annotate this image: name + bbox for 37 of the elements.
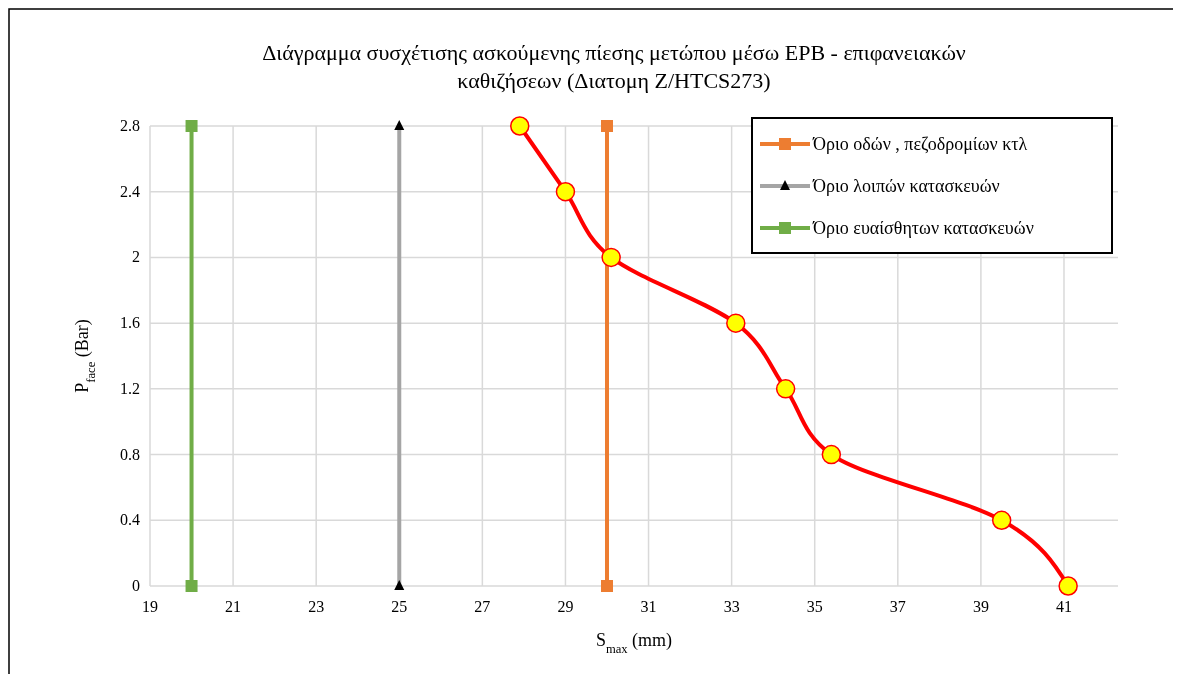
chart-title: Διάγραμμα συσχέτισης ασκούμενης πίεσης μετώπου μέσω EPB - επιφανειακών καθιζήσεων (Διατομη Z/HTCS273) <box>262 40 966 93</box>
point <box>1058 576 1078 596</box>
point <box>601 247 621 268</box>
y-tick-label: 1.6 <box>120 314 140 332</box>
y-tick-label: 2.8 <box>120 117 140 134</box>
point <box>601 120 613 132</box>
x-tick-label: 19 <box>142 598 158 615</box>
point <box>601 580 613 592</box>
x-tick-label: 27 <box>474 598 491 615</box>
y-tick-label: 1.2 <box>120 379 140 397</box>
y-tick-label: 2 <box>132 248 140 266</box>
point <box>821 444 842 465</box>
y-tick-label: 0 <box>132 577 140 594</box>
legend-label: Όριο οδών , πεζοδρομίων κτλ <box>812 134 1028 154</box>
x-tick-label: 25 <box>391 598 408 615</box>
point <box>510 116 530 136</box>
point <box>775 379 796 399</box>
point <box>991 510 1012 531</box>
legend-label: Όριο ευαίσθητων κατασκευών <box>812 218 1034 238</box>
x-tick-label: 37 <box>889 598 906 615</box>
x-tick-label: 31 <box>640 598 657 615</box>
point <box>185 120 198 132</box>
x-tick-label: 39 <box>972 598 989 615</box>
x-tick-label: 33 <box>723 598 740 615</box>
y-tick-label: 2.4 <box>120 182 140 200</box>
legend-label: Όριο λοιπών κατασκευών <box>812 176 1000 196</box>
x-tick-label: 41 <box>1055 598 1072 615</box>
point <box>185 580 198 592</box>
x-tick-label: 23 <box>308 598 325 615</box>
point <box>555 181 576 202</box>
y-tick-label: 0.8 <box>120 445 140 463</box>
x-tick-label: 29 <box>557 598 574 615</box>
y-tick-label: 0.4 <box>120 511 140 529</box>
x-tick-label: 21 <box>225 598 242 615</box>
x-axis-title: S$_{max}$ (mm) <box>595 630 673 656</box>
point <box>726 313 746 333</box>
x-tick-label: 35 <box>806 598 823 615</box>
